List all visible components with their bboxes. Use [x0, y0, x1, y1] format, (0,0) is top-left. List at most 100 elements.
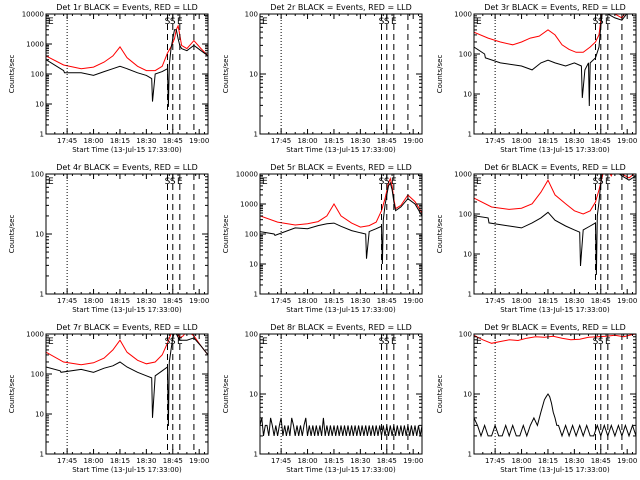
series-events: [46, 29, 208, 107]
x-tick-label: 19:00: [189, 297, 209, 305]
x-tick-label: 18:15: [110, 137, 130, 145]
y-tick-label: 1: [468, 291, 472, 299]
y-axis-label: Counts/sec: [8, 55, 16, 94]
series-lld: [474, 174, 635, 215]
y-tick-label: 1: [468, 451, 472, 459]
marker-label: S: [170, 17, 176, 27]
y-tick-label: 10000: [22, 11, 44, 19]
y-tick-label: 100: [245, 231, 258, 239]
x-tick-label: 18:00: [297, 137, 317, 145]
panel-title: Det 3r BLACK = Events, RED = LLD: [484, 3, 626, 12]
corner-label: E: [262, 337, 268, 347]
x-tick-label: 17:45: [485, 457, 505, 465]
x-tick-label: 17:45: [485, 297, 505, 305]
marker-label: S: [598, 337, 604, 347]
y-tick-label: 1: [40, 451, 44, 459]
x-tick-label: 18:30: [350, 457, 370, 465]
plot-frame: [473, 13, 637, 135]
x-tick-label: 18:30: [564, 297, 584, 305]
x-tick-label: 19:00: [189, 457, 209, 465]
series-lld: [474, 14, 626, 53]
x-tick-label: 18:15: [324, 297, 344, 305]
x-tick-label: 18:00: [511, 457, 531, 465]
x-axis-label: Start Time (13-Jul-15 17:33:00): [286, 146, 396, 154]
x-tick-label: 18:30: [350, 297, 370, 305]
y-axis-label: Counts/sec: [8, 215, 16, 254]
y-tick-label: 10: [249, 71, 258, 79]
series-events: [474, 174, 636, 275]
series-events: [260, 417, 422, 436]
x-tick-label: 18:30: [136, 297, 156, 305]
x-tick-label: 19:00: [403, 457, 423, 465]
y-tick-label: 10: [35, 231, 44, 239]
panel-title: Det 1r BLACK = Events, RED = LLD: [56, 3, 198, 12]
y-axis-label: Counts/sec: [222, 375, 230, 414]
corner-label: E: [48, 337, 54, 347]
marker-label: E: [391, 337, 397, 347]
series-events: [474, 14, 636, 107]
y-axis-label: Counts/sec: [8, 375, 16, 414]
corner-label: E: [476, 177, 482, 187]
corner-label: E: [48, 177, 54, 187]
x-axis-label: Start Time (13-Jul-15 17:33:00): [72, 306, 182, 314]
x-tick-label: 18:45: [377, 137, 397, 145]
panel-title: Det 2r BLACK = Events, RED = LLD: [270, 3, 412, 12]
x-tick-label: 18:15: [538, 297, 558, 305]
y-tick-label: 100: [245, 331, 258, 339]
x-tick-label: 18:30: [564, 457, 584, 465]
y-tick-label: 1000: [26, 41, 44, 49]
x-tick-label: 18:30: [136, 137, 156, 145]
marker-label: S: [598, 17, 604, 27]
series-events: [474, 393, 636, 438]
series-lld: [474, 334, 636, 344]
marker-label: E: [177, 337, 183, 347]
x-axis-label: Start Time (13-Jul-15 17:33:00): [500, 146, 610, 154]
marker-label: S: [170, 177, 176, 187]
x-tick-label: 18:45: [377, 457, 397, 465]
y-tick-label: 100: [31, 371, 44, 379]
x-tick-label: 19:00: [617, 137, 637, 145]
x-tick-label: 18:15: [538, 137, 558, 145]
marker-label: S: [384, 337, 390, 347]
x-tick-label: 18:30: [350, 137, 370, 145]
panel-title: Det 4r BLACK = Events, RED = LLD: [56, 163, 198, 172]
x-tick-label: 18:15: [324, 457, 344, 465]
x-tick-label: 18:15: [110, 297, 130, 305]
plot-frame: [473, 173, 637, 295]
y-tick-label: 1: [254, 131, 258, 139]
panel-title: Det 5r BLACK = Events, RED = LLD: [270, 163, 412, 172]
x-tick-label: 18:15: [110, 457, 130, 465]
plot-frame: [259, 333, 423, 455]
x-tick-label: 18:15: [538, 457, 558, 465]
marker-label: S: [165, 177, 171, 187]
y-tick-label: 1000: [26, 331, 44, 339]
y-tick-label: 10: [35, 411, 44, 419]
x-tick-label: 17:45: [57, 297, 77, 305]
marker-label: S: [384, 177, 390, 187]
x-tick-label: 18:45: [163, 137, 183, 145]
plot-frame: [259, 173, 423, 295]
x-tick-label: 18:30: [136, 457, 156, 465]
plot-frame: [45, 333, 209, 455]
x-axis-label: Start Time (13-Jul-15 17:33:00): [72, 146, 182, 154]
x-axis-label: Start Time (13-Jul-15 17:33:00): [72, 466, 182, 474]
panel-title: Det 6r BLACK = Events, RED = LLD: [484, 163, 626, 172]
y-tick-label: 1000: [454, 11, 472, 19]
panel-title: Det 7r BLACK = Events, RED = LLD: [56, 323, 198, 332]
y-axis-label: Counts/sec: [222, 215, 230, 254]
marker-label: E: [177, 177, 183, 187]
x-tick-label: 17:45: [271, 457, 291, 465]
x-tick-label: 18:00: [297, 457, 317, 465]
x-tick-label: 19:00: [617, 297, 637, 305]
series-lld: [46, 24, 208, 72]
x-tick-label: 17:45: [57, 137, 77, 145]
y-tick-label: 10: [35, 101, 44, 109]
y-axis-label: Counts/sec: [436, 375, 444, 414]
